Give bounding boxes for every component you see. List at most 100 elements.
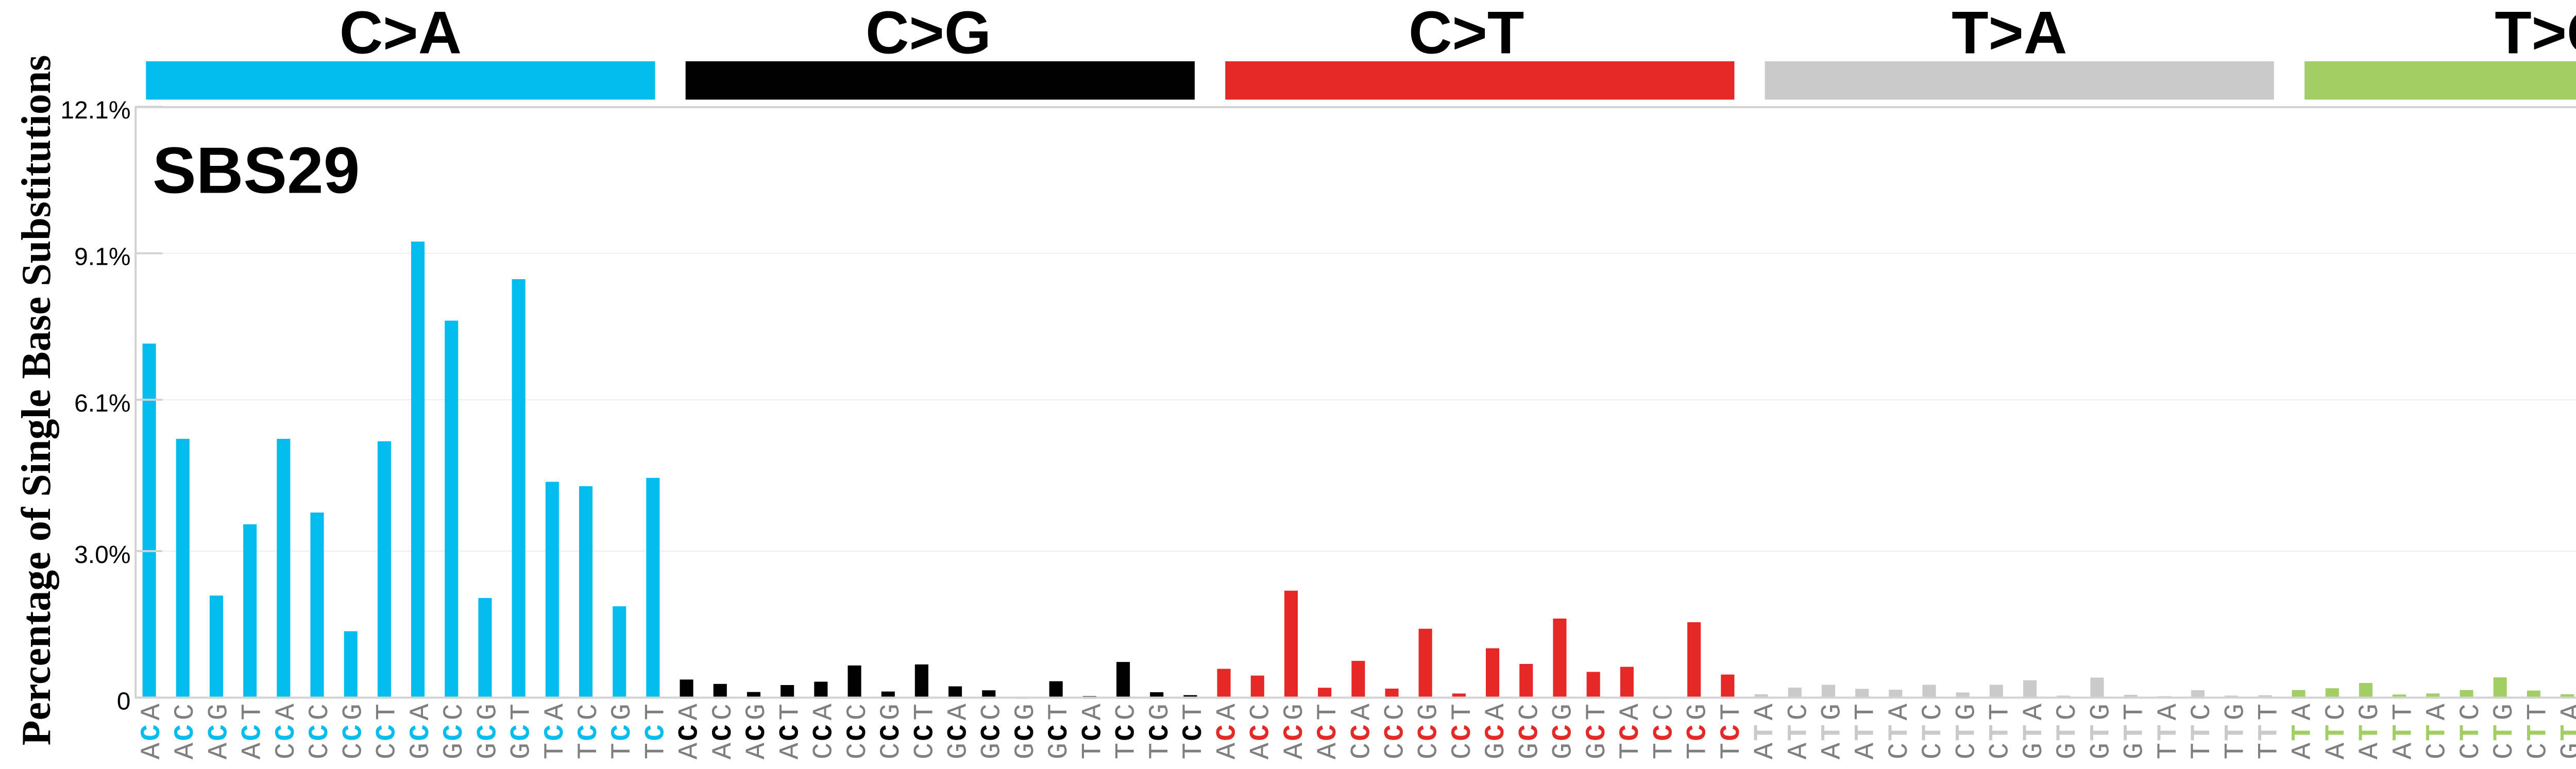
svg-text:G: G bbox=[1481, 743, 1512, 759]
svg-text:A: A bbox=[2019, 704, 2050, 721]
svg-text:A: A bbox=[809, 704, 840, 721]
svg-text:C: C bbox=[1246, 704, 1277, 720]
svg-text:C: C bbox=[2052, 704, 2083, 720]
svg-text:A: A bbox=[1212, 704, 1243, 721]
svg-text:C: C bbox=[1346, 724, 1378, 741]
svg-text:C: C bbox=[1111, 704, 1143, 720]
svg-text:C: C bbox=[1010, 724, 1042, 741]
svg-text:C: C bbox=[1246, 724, 1277, 741]
svg-text:G: G bbox=[338, 704, 369, 720]
svg-text:C: C bbox=[137, 724, 168, 741]
svg-text:C: C bbox=[1447, 724, 1479, 741]
svg-text:G: G bbox=[2556, 743, 2576, 759]
svg-text:C: C bbox=[909, 743, 941, 759]
svg-text:G: G bbox=[1010, 704, 1042, 720]
svg-text:A: A bbox=[1077, 704, 1109, 721]
svg-text:T: T bbox=[1313, 704, 1344, 720]
svg-text:C: C bbox=[1380, 704, 1412, 720]
svg-text:T: T bbox=[2287, 724, 2319, 741]
svg-text:C: C bbox=[2187, 704, 2218, 720]
svg-text:T: T bbox=[775, 704, 806, 720]
svg-text:C: C bbox=[540, 724, 571, 741]
svg-text:T: T bbox=[506, 704, 538, 720]
svg-text:G: G bbox=[2354, 704, 2386, 720]
svg-text:T: T bbox=[2321, 724, 2352, 741]
svg-text:C: C bbox=[809, 743, 840, 759]
svg-text:C: C bbox=[170, 724, 201, 741]
svg-text:C: C bbox=[1514, 724, 1546, 741]
svg-text:C: C bbox=[1615, 724, 1647, 741]
svg-text:C: C bbox=[708, 724, 739, 741]
svg-text:G: G bbox=[1582, 743, 1613, 759]
svg-text:T: T bbox=[573, 743, 605, 759]
svg-text:C: C bbox=[1985, 743, 2016, 759]
svg-text:A: A bbox=[1783, 742, 1815, 759]
svg-text:G: G bbox=[472, 743, 504, 759]
svg-text:A: A bbox=[540, 704, 571, 721]
svg-text:T: T bbox=[1918, 724, 1949, 741]
svg-text:A: A bbox=[741, 742, 773, 759]
svg-text:A: A bbox=[1851, 742, 1882, 759]
svg-text:A: A bbox=[1750, 742, 1781, 759]
svg-text:T: T bbox=[2019, 724, 2050, 741]
svg-text:C: C bbox=[1279, 724, 1311, 741]
svg-text:T: T bbox=[2455, 724, 2487, 741]
svg-text:A: A bbox=[1750, 704, 1781, 721]
svg-text:T: T bbox=[1817, 724, 1849, 741]
svg-text:A: A bbox=[2422, 704, 2453, 721]
svg-text:C: C bbox=[1414, 724, 1445, 741]
svg-text:C: C bbox=[304, 743, 336, 759]
svg-text:T: T bbox=[2556, 724, 2576, 741]
svg-text:G: G bbox=[1044, 743, 1075, 759]
svg-text:C: C bbox=[304, 704, 336, 720]
svg-text:A: A bbox=[708, 742, 739, 759]
svg-text:T: T bbox=[1111, 743, 1143, 759]
svg-text:C: C bbox=[1548, 724, 1580, 741]
svg-text:C>G: C>G bbox=[866, 0, 991, 66]
svg-text:G: G bbox=[405, 743, 437, 759]
svg-text:C: C bbox=[2455, 704, 2487, 720]
svg-text:T: T bbox=[1951, 724, 1982, 741]
svg-text:T: T bbox=[1615, 743, 1647, 759]
svg-text:C: C bbox=[842, 743, 874, 759]
svg-text:A: A bbox=[775, 742, 806, 759]
svg-text:T: T bbox=[2522, 704, 2554, 720]
svg-text:A: A bbox=[1817, 742, 1849, 759]
svg-text:T: T bbox=[2187, 724, 2218, 741]
svg-text:C: C bbox=[1380, 743, 1412, 759]
svg-text:C: C bbox=[641, 724, 672, 741]
svg-text:T: T bbox=[1985, 724, 2016, 741]
svg-text:T: T bbox=[1851, 724, 1882, 741]
svg-text:C: C bbox=[2489, 743, 2520, 759]
svg-text:C: C bbox=[472, 724, 504, 741]
svg-text:C: C bbox=[170, 704, 201, 720]
svg-text:A: A bbox=[1481, 704, 1512, 721]
svg-text:T: T bbox=[2388, 724, 2419, 741]
svg-text:G: G bbox=[943, 743, 975, 759]
svg-text:G: G bbox=[2019, 743, 2050, 759]
svg-text:T: T bbox=[1145, 743, 1176, 759]
svg-text:C: C bbox=[1044, 724, 1075, 741]
svg-text:A: A bbox=[271, 704, 302, 721]
svg-text:C: C bbox=[439, 724, 470, 741]
svg-text:T: T bbox=[2254, 724, 2285, 741]
svg-text:A: A bbox=[1346, 704, 1378, 721]
svg-text:G: G bbox=[1145, 704, 1176, 720]
svg-text:C>A: C>A bbox=[340, 0, 462, 66]
svg-text:A: A bbox=[2287, 742, 2319, 759]
svg-text:A: A bbox=[2556, 704, 2576, 721]
svg-text:T: T bbox=[1716, 704, 1748, 720]
svg-text:C: C bbox=[2522, 743, 2554, 759]
svg-text:T: T bbox=[1851, 704, 1882, 720]
svg-text:C: C bbox=[1414, 743, 1445, 759]
svg-text:C: C bbox=[1514, 704, 1546, 720]
svg-text:C: C bbox=[1145, 724, 1176, 741]
svg-text:C: C bbox=[372, 743, 403, 759]
svg-text:G: G bbox=[1514, 743, 1546, 759]
svg-text:C: C bbox=[405, 724, 437, 741]
svg-text:A: A bbox=[238, 742, 269, 759]
svg-text:G: G bbox=[1817, 704, 1849, 720]
svg-text:T: T bbox=[909, 704, 941, 720]
svg-text:G: G bbox=[1414, 704, 1445, 720]
svg-text:G: G bbox=[1548, 743, 1580, 759]
